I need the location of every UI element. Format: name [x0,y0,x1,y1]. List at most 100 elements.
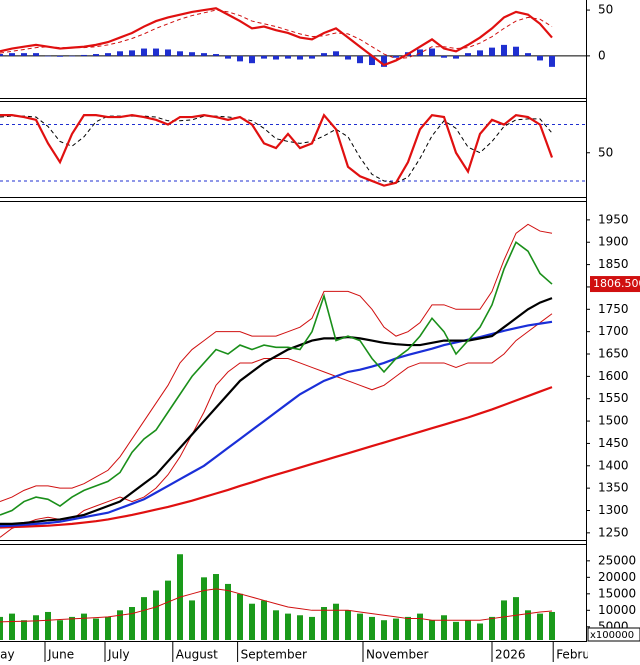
bar [153,590,159,640]
bar [237,55,243,62]
y-tick-label: 1700 [598,324,629,338]
bar [153,48,159,56]
bar [453,55,459,59]
y-tick-label: 1900 [598,235,629,249]
bar [345,610,351,640]
y-tick-label: 0 [598,48,606,62]
bar [549,611,555,640]
series-line [0,241,553,516]
bar [81,54,87,56]
y-tick-label: 1550 [598,391,629,405]
bar [141,597,147,640]
y-tick-label: 25000 [598,553,636,567]
y-tick-label: 1250 [598,525,629,539]
series-line [0,113,554,187]
bar [201,53,207,56]
bar [525,610,531,640]
bar [297,615,303,640]
bar [177,51,183,56]
y-tick-label: 1350 [598,481,629,495]
bar [537,55,543,61]
bar [9,53,15,56]
bar [369,616,375,640]
y-tick-label: 1850 [598,257,629,271]
x-tick-label: June [47,648,74,662]
bar [513,597,519,640]
bar [81,613,87,640]
last-price-label: 1806.500 [593,277,640,290]
bar [477,623,483,640]
bar [21,620,27,640]
bar [0,616,3,640]
y-tick-label: 1650 [598,347,629,361]
bar [165,49,171,56]
series-line [0,588,553,623]
bar [69,55,75,57]
bar [189,600,195,640]
bar [537,613,543,640]
y-tick-label: 1450 [598,436,629,450]
x-tick-label: August [176,648,218,662]
series-line [0,313,553,538]
x-tick-label: May [0,648,15,662]
bar [129,607,135,640]
last-price-tag [590,276,640,293]
y-tick-label: 50 [598,145,613,159]
bar [309,616,315,640]
bar [93,54,99,56]
bar [0,54,3,56]
bar [405,616,411,640]
x-tick-label: November [366,648,428,662]
bar [465,53,471,56]
bar [393,618,399,640]
bar [369,55,375,66]
bar [333,51,339,56]
bar [57,620,63,640]
bar [273,55,279,60]
bar [453,621,459,640]
y-tick-label: 20000 [598,570,636,584]
bar [129,50,135,56]
bar [213,574,219,640]
plot-area [0,7,586,640]
bar [93,618,99,640]
bar [441,55,447,58]
series-line [0,386,553,529]
bar [45,611,51,640]
bar [441,615,447,640]
bar [225,583,231,640]
y-tick-label: 1600 [598,369,629,383]
bar [357,613,363,640]
bar [225,55,231,59]
y-tick-label: 1300 [598,503,629,517]
bar [189,52,195,56]
bar [429,620,435,640]
bar [465,620,471,640]
bar [273,610,279,640]
bar [297,55,303,60]
bar [249,603,255,640]
bar [501,600,507,640]
bar [501,44,507,56]
bar [9,613,15,640]
bar [477,50,483,56]
bar [117,610,123,640]
bar [333,603,339,640]
bar [141,48,147,56]
series-line [0,9,553,60]
bar [117,51,123,56]
bar [261,600,267,640]
bar [33,53,39,56]
bar [57,55,63,57]
bar [321,53,327,56]
bar [285,55,291,59]
bar [165,580,171,640]
x-tick-label: February [556,648,609,662]
bar [417,613,423,640]
x-tick-label: September [241,648,307,662]
y-tick-label: 1750 [598,302,629,316]
x-axis: May June July August September November 2026 Fe… [0,642,609,662]
bar [513,46,519,56]
unit-box [587,627,640,642]
